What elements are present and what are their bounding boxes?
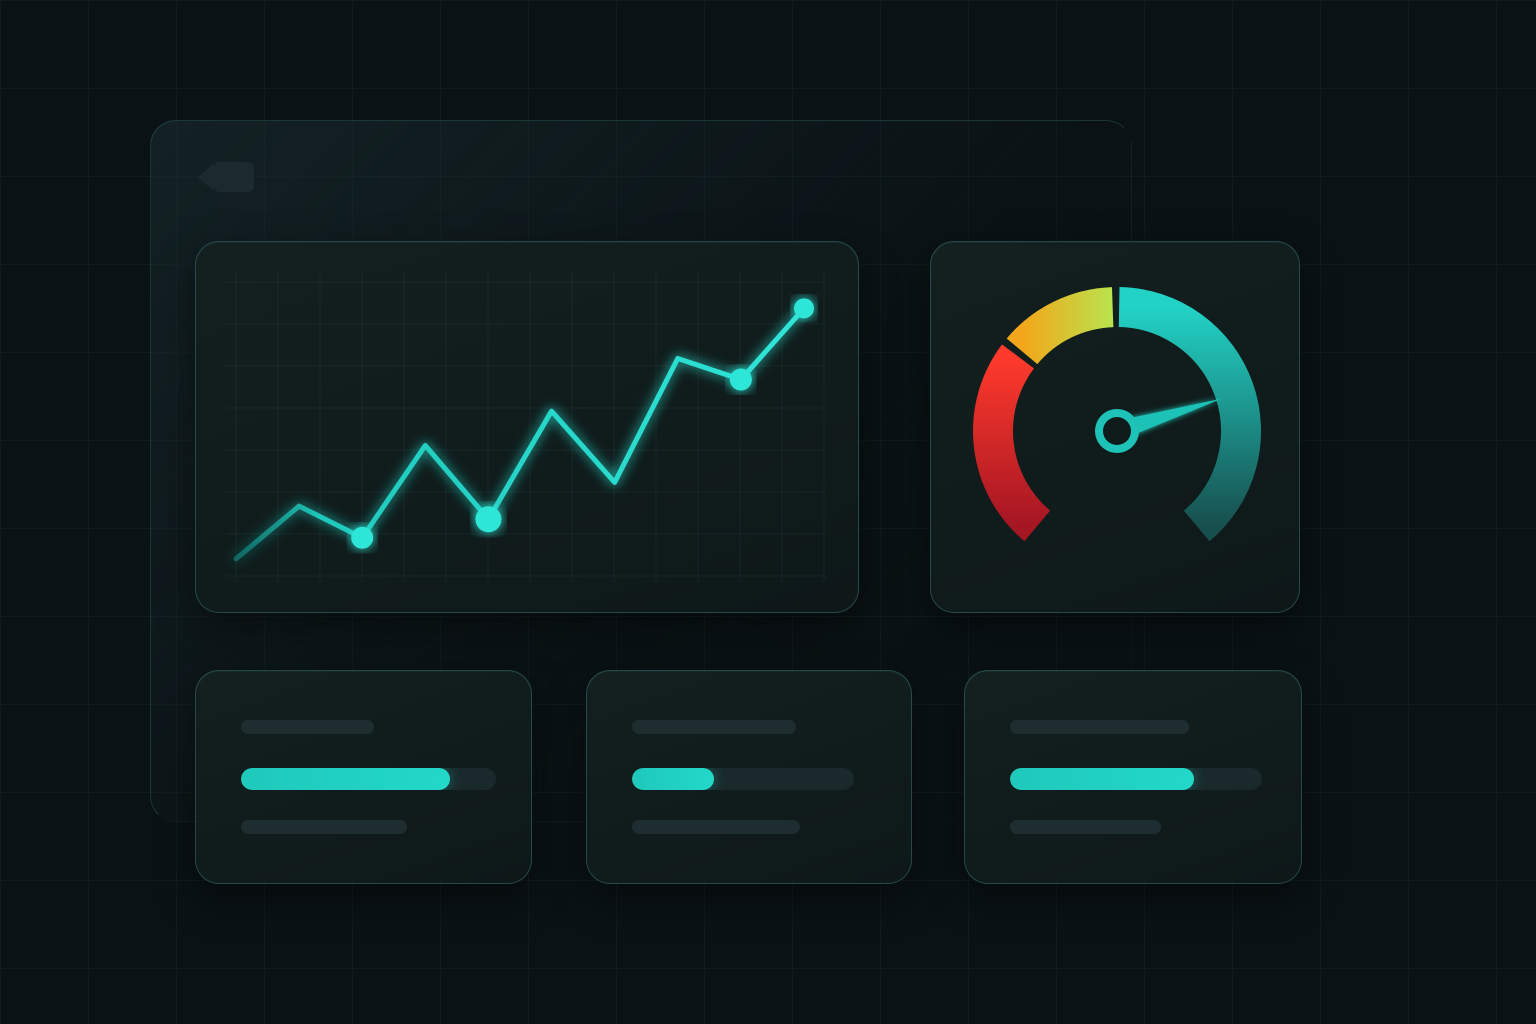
line-chart — [226, 272, 826, 582]
chart-series — [233, 298, 814, 562]
back-arrow-icon[interactable] — [196, 160, 256, 194]
needle-pointer — [1114, 398, 1223, 441]
gauge-segment-red — [973, 344, 1051, 542]
stat-card-2[interactable] — [586, 670, 912, 884]
data-point[interactable] — [475, 506, 502, 533]
gauge-needle — [1095, 398, 1223, 453]
progress-fill — [1010, 768, 1194, 790]
data-point[interactable] — [729, 368, 752, 391]
data-point[interactable] — [351, 526, 374, 549]
progress-bar — [632, 768, 854, 790]
needle-hub-center — [1103, 417, 1131, 445]
progress-bar — [1010, 768, 1262, 790]
gauge-panel — [930, 241, 1300, 613]
progress-fill — [632, 768, 715, 790]
card-caption-placeholder — [241, 820, 407, 834]
card-caption-placeholder — [1010, 820, 1161, 834]
series-line — [233, 305, 807, 562]
speedometer-icon — [973, 287, 1261, 542]
stat-card-3[interactable] — [964, 670, 1302, 884]
line-chart-panel — [195, 241, 859, 613]
data-point[interactable] — [794, 298, 814, 319]
stat-card-1[interactable] — [195, 670, 532, 884]
card-title-placeholder — [241, 720, 374, 734]
card-title-placeholder — [632, 720, 796, 734]
progress-fill — [241, 768, 451, 790]
gauge-segment-teal — [1118, 287, 1261, 542]
chart-grid — [226, 272, 826, 582]
card-title-placeholder — [1010, 720, 1189, 734]
progress-bar — [241, 768, 496, 790]
gauge-segment-yellow — [1006, 287, 1114, 365]
card-caption-placeholder — [632, 820, 800, 834]
